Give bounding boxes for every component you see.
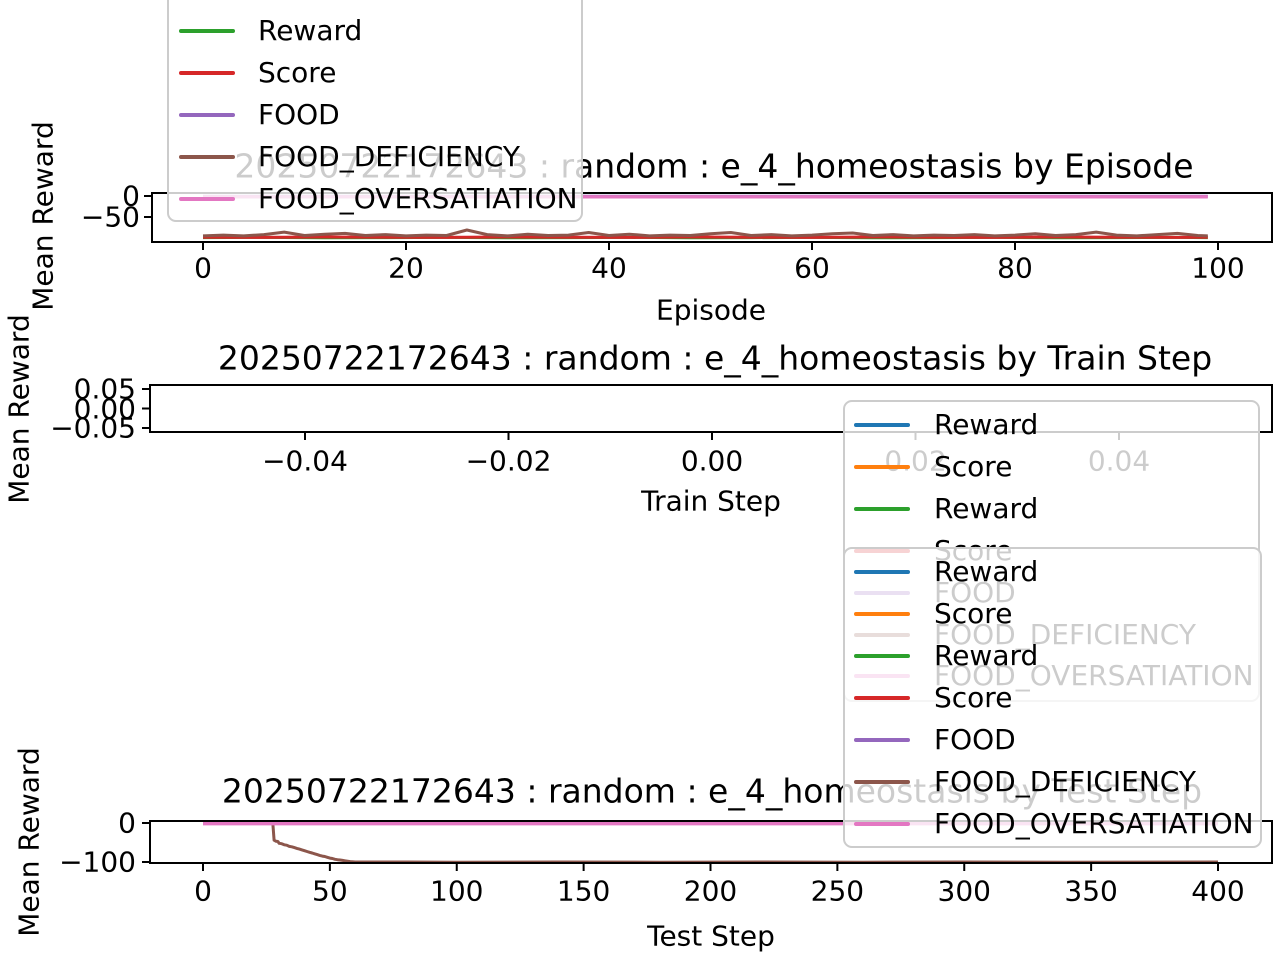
plot2-x-tick-label: −0.04: [262, 444, 348, 478]
legend-line-sample-food: [179, 113, 235, 117]
legend-entry-label: Score: [934, 449, 1013, 483]
legend-line-sample-food_oversatiation: [179, 197, 235, 201]
plot3-x-tick-label: 300: [937, 874, 991, 908]
plot1-x-tick-label: 80: [997, 251, 1033, 285]
plot2-x-axis-label: Train Step: [641, 484, 781, 518]
legend-entry-label: FOOD_DEFICIENCY: [258, 140, 520, 173]
plot2-y-tick-label: 0.05: [73, 372, 136, 406]
legend-entry-label: Reward: [934, 555, 1039, 588]
plot3-x-tick-label: 150: [556, 874, 611, 908]
plot3-x-tick-label: 400: [1191, 874, 1245, 908]
legend-entry-label: Score: [934, 597, 1013, 630]
plot3-y-tick-label: −100: [59, 845, 136, 879]
plot2-y-axis-label: Mean Reward: [2, 314, 36, 504]
plot1-x-axis-label: Episode: [656, 293, 766, 327]
legend-entry-label: FOOD_OVERSATIATION: [934, 807, 1254, 840]
legend-test: Reward Score Reward Score FOOD FOOD_DEFICIENC…: [843, 547, 1262, 848]
legend-entry-label: Score: [934, 681, 1013, 714]
plot1-x-tick-label: 0: [194, 251, 212, 285]
plot1-x-tick-label: 20: [388, 251, 424, 285]
legend-line-sample-food_deficiency: [179, 155, 235, 159]
legend-line-sample-reward: [179, 29, 235, 33]
legend-entry-label: FOOD_OVERSATIATION: [258, 182, 578, 215]
legend-line-sample-food_oversatiation: [854, 822, 910, 826]
plot1-y-tick-label: −50: [80, 200, 140, 234]
legend-entry-label: Reward: [934, 408, 1039, 441]
legend-line-sample-reward: [854, 423, 910, 427]
legend-episode: Reward Score FOOD FOOD_DEFICIENCY FOOD_OVERS…: [167, 0, 583, 222]
legend-entry-label: FOOD: [934, 723, 1016, 756]
plot3-x-tick-label: 50: [312, 874, 348, 908]
plot3-x-tick-label: 250: [810, 874, 865, 908]
plot1-y-tick-label: 0: [122, 179, 140, 213]
legend-line-sample-reward: [854, 570, 910, 574]
legend-line-sample-score: [854, 464, 910, 469]
legend-line-sample-reward: [854, 506, 910, 511]
plot1-y-axis-label: Mean Reward: [26, 121, 60, 311]
series-line-food_deficiency-3: [202, 228, 1208, 238]
legend-line-sample-reward: [854, 654, 910, 658]
legend-entry-label: Reward: [934, 491, 1039, 525]
plot2-y-tick-label: 0.00: [73, 392, 136, 425]
legend-line-sample-food_deficiency: [854, 780, 910, 784]
legend-entry-label: Score: [258, 56, 337, 89]
legend-entry-label: FOOD: [258, 98, 340, 131]
plot3-x-tick-label: 100: [430, 874, 484, 908]
plot3-x-axis-label: Test Step: [647, 919, 775, 953]
plot1-x-tick-label: 100: [1191, 251, 1245, 285]
plot3-x-tick-label: 350: [1064, 874, 1118, 908]
legend-line-sample-score: [854, 612, 910, 616]
plot3-x-tick-label: 0: [194, 874, 212, 908]
legend-entry-label: Reward: [934, 639, 1039, 672]
legend-line-sample-food: [854, 738, 910, 742]
plot3-y-axis-label: Mean Reward: [12, 747, 46, 937]
legend-entry-label: FOOD_DEFICIENCY: [934, 765, 1196, 798]
plot1-x-tick-label: 40: [591, 251, 627, 285]
plot1-x-tick-label: 60: [794, 251, 830, 285]
legend-entry-label: Reward: [258, 14, 363, 47]
legend-line-sample-score: [179, 71, 235, 75]
plot3-y-tick-label: 0: [118, 806, 136, 840]
legend-line-sample-score: [854, 696, 910, 700]
plot2-y-tick-label: −0.05: [50, 411, 136, 445]
plot3-x-tick-label: 200: [683, 874, 738, 908]
plot2-x-tick-label: 0.00: [680, 444, 744, 478]
plot2-title: 20250722172643 : random : e_4_homeostasi…: [217, 338, 1213, 378]
plot2-x-tick-label: −0.02: [465, 444, 552, 478]
